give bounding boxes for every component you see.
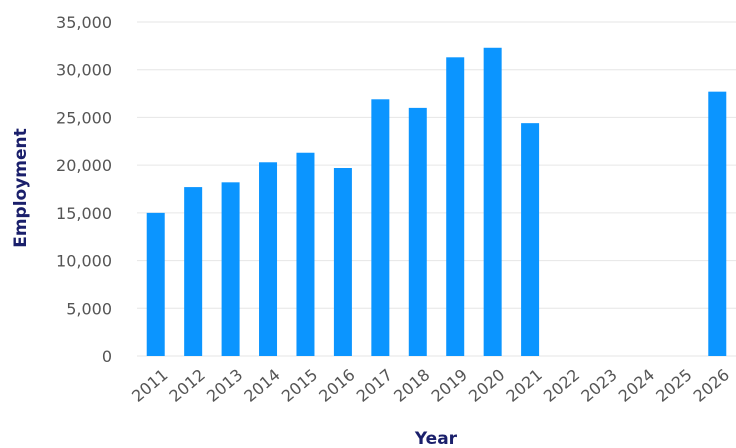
x-tick-label: 2012 xyxy=(166,365,209,406)
bar-2017 xyxy=(371,99,390,356)
x-tick-label: 2025 xyxy=(652,365,695,406)
x-axis-ticks: 2011201220132014201520162017201820192020… xyxy=(128,365,733,406)
bar-2021 xyxy=(521,123,540,356)
y-axis-ticks: 0 5,000 10,000 15,000 20,000 25,000 30,000 35,0… xyxy=(56,13,112,366)
y-tick-label: 20,000 xyxy=(56,156,112,175)
bar-2014 xyxy=(259,162,278,356)
bar-2012 xyxy=(184,187,203,356)
bar-2026 xyxy=(708,91,727,357)
x-tick-label: 2016 xyxy=(315,365,358,406)
bar-2020 xyxy=(483,47,502,356)
x-tick-label: 2024 xyxy=(615,365,658,406)
x-tick-label: 2017 xyxy=(353,365,396,406)
x-tick-label: 2018 xyxy=(390,365,433,406)
x-tick-label: 2013 xyxy=(203,365,246,406)
x-tick-label: 2023 xyxy=(577,365,620,406)
y-tick-label: 25,000 xyxy=(56,108,112,127)
y-tick-label: 35,000 xyxy=(56,13,112,32)
x-tick-label: 2015 xyxy=(278,365,321,406)
y-tick-label: 10,000 xyxy=(56,252,112,271)
y-tick-label: 30,000 xyxy=(56,61,112,80)
y-tick-label: 15,000 xyxy=(56,204,112,223)
x-tick-label: 2021 xyxy=(502,365,545,406)
bar-2015 xyxy=(296,152,315,356)
x-tick-label: 2020 xyxy=(465,365,508,406)
x-tick-label: 2011 xyxy=(128,365,171,406)
bar-2018 xyxy=(408,107,427,356)
y-tick-label: 5,000 xyxy=(66,299,112,318)
x-tick-label: 2019 xyxy=(428,365,471,406)
bar-2019 xyxy=(446,57,465,357)
bars xyxy=(146,47,727,357)
y-tick-label: 0 xyxy=(102,347,112,366)
x-tick-label: 2022 xyxy=(540,365,583,406)
bar-2016 xyxy=(333,168,352,356)
y-axis-title: Employment xyxy=(11,128,31,248)
bar-2013 xyxy=(221,182,240,356)
x-tick-label: 2026 xyxy=(690,365,733,406)
x-axis-title: Year xyxy=(414,429,458,448)
bar-2011 xyxy=(146,212,165,356)
x-tick-label: 2014 xyxy=(240,365,283,406)
